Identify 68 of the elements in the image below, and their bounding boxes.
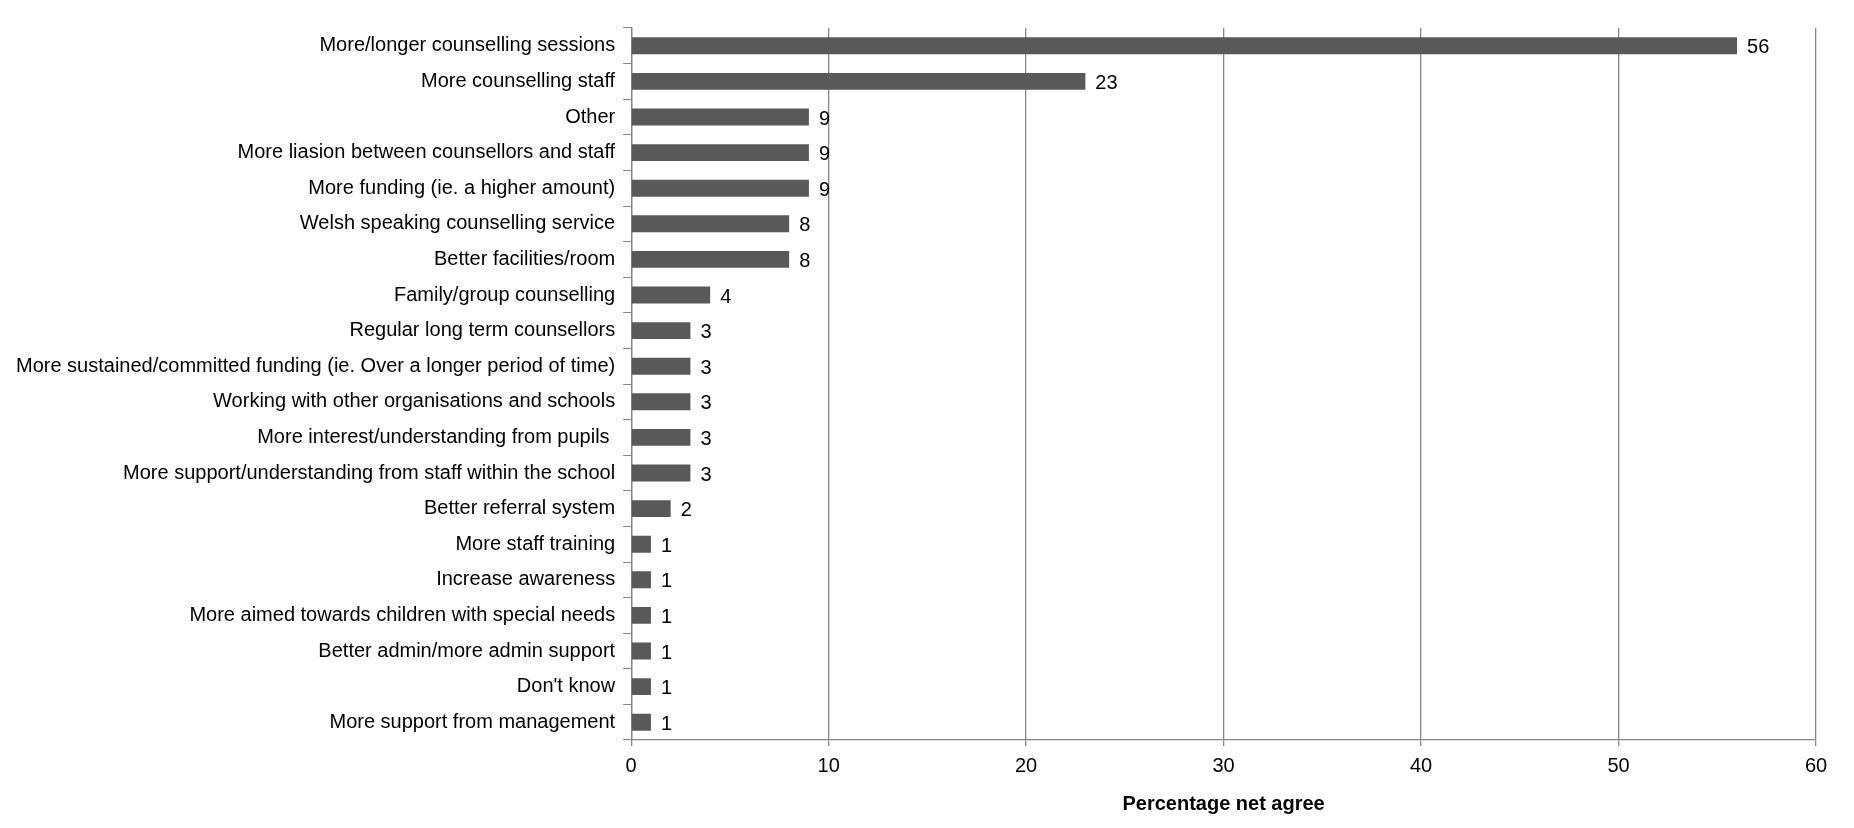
y-tick-label: More staff training [455, 531, 616, 554]
x-tick-label: 10 [817, 753, 840, 776]
y-tick-label: Don't know [516, 674, 616, 697]
bar [631, 642, 651, 660]
bar [631, 678, 651, 696]
bar [631, 144, 809, 162]
y-tick-label: Working with other organisations and schools [213, 389, 616, 412]
data-label: 9 [818, 106, 831, 129]
y-tick-label: Family/group counselling [393, 282, 616, 305]
data-label: 3 [700, 426, 712, 449]
y-tick-label: Regular long term counsellors [349, 318, 616, 341]
data-label: 23 [1095, 70, 1118, 93]
y-tick-label: Other [565, 104, 616, 127]
bar [631, 37, 1738, 55]
bar [631, 713, 651, 731]
x-tick-label: 60 [1804, 753, 1828, 776]
y-tick-label: Increase awareness [436, 567, 616, 590]
data-label: 8 [799, 248, 811, 271]
x-axis-title: Percentage net agree [1122, 791, 1325, 814]
data-label: 3 [700, 355, 712, 378]
y-tick-label: Better admin/more admin support [318, 638, 616, 661]
y-tick-label: More liasion between counsellors and staff [237, 140, 616, 163]
data-label: 1 [660, 569, 673, 592]
bar [631, 286, 711, 304]
bar [631, 428, 691, 446]
y-tick-label: Better facilities/room [434, 246, 616, 269]
data-label: 8 [799, 213, 811, 236]
x-tick-label: 0 [625, 753, 637, 776]
x-tick-label: 20 [1014, 753, 1038, 776]
bar [631, 500, 671, 518]
y-tick-label: Better referral system [424, 496, 616, 519]
y-tick-label: More/longer counselling sessions [319, 33, 616, 56]
y-tick-label: More funding (ie. a higher amount) [308, 175, 616, 198]
x-tick-label: 30 [1212, 753, 1235, 776]
y-tick-label: More support from management [329, 709, 616, 732]
bar [631, 179, 809, 197]
y-tick-label: More aimed towards children with special needs [189, 602, 616, 625]
y-tick-label: Welsh speaking counselling service [299, 211, 616, 234]
x-tick-label: 40 [1409, 753, 1433, 776]
data-label: 1 [660, 711, 673, 734]
x-tick-label: 50 [1607, 753, 1630, 776]
y-tick-label: More support/understanding from staff within the school [123, 460, 616, 483]
bar [631, 72, 1086, 90]
bar [631, 322, 691, 340]
data-label: 1 [660, 533, 673, 556]
bar [631, 393, 691, 411]
data-label: 1 [660, 640, 673, 663]
y-tick-label: More counselling staff [420, 68, 616, 91]
bar [631, 250, 790, 268]
bar [631, 108, 809, 126]
y-tick-label: More interest/understanding from pupils [257, 424, 616, 447]
bar [631, 535, 651, 553]
data-label: 9 [818, 142, 831, 165]
data-label: 3 [700, 320, 712, 343]
bar [631, 215, 790, 233]
bar [631, 571, 651, 589]
y-tick-label: More sustained/committed funding (ie. Over a longer period of time) [16, 353, 616, 376]
data-label: 1 [660, 676, 673, 699]
data-label: 3 [700, 462, 712, 485]
data-label: 56 [1747, 35, 1770, 58]
data-label: 3 [700, 391, 712, 414]
bar [631, 464, 691, 482]
bar [631, 357, 691, 375]
bar [631, 606, 651, 624]
data-label: 9 [818, 177, 831, 200]
data-label: 1 [660, 604, 673, 627]
data-label: 4 [720, 284, 732, 307]
data-label: 2 [680, 498, 692, 521]
